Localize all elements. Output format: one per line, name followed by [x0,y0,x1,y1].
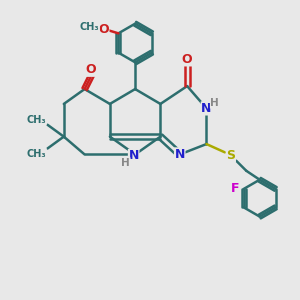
Text: O: O [98,23,109,36]
Text: CH₃: CH₃ [27,115,46,125]
Text: F: F [231,182,240,195]
Text: N: N [175,148,185,161]
Text: H: H [210,98,219,108]
Text: O: O [85,63,96,76]
Text: S: S [226,149,235,162]
Text: CH₃: CH₃ [80,22,99,32]
Text: O: O [182,53,193,66]
Text: H: H [121,158,130,168]
Text: CH₃: CH₃ [27,148,46,159]
Text: N: N [128,149,139,162]
Text: N: N [201,102,212,115]
